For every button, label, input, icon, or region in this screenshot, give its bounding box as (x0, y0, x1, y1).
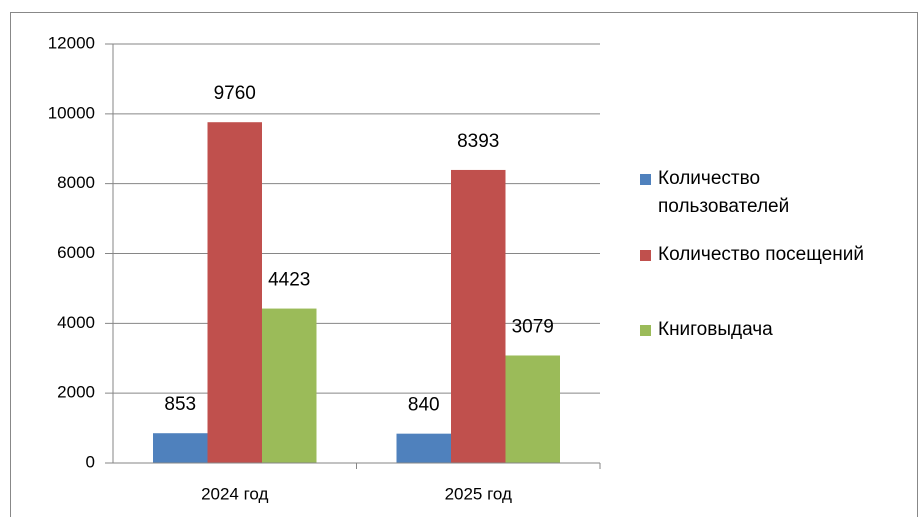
y-tick-label: 10000 (48, 103, 95, 122)
chart-border (10, 12, 918, 517)
x-tick-label: 2025 год (445, 484, 512, 503)
legend-swatch (640, 174, 651, 185)
data-label: 853 (164, 394, 196, 415)
data-label: 9760 (214, 83, 256, 104)
y-tick-label: 2000 (57, 383, 95, 402)
bar (396, 433, 451, 463)
data-label: 4423 (268, 270, 310, 291)
data-label: 3079 (512, 317, 554, 338)
legend-label: Количество посещений (658, 244, 864, 265)
bar (262, 308, 317, 463)
bar (505, 355, 560, 463)
data-label: 840 (408, 395, 440, 416)
legend-item: Книговыдача (640, 316, 893, 344)
legend-label: Книговыдача (658, 319, 773, 340)
y-tick-label: 0 (86, 452, 95, 471)
legend-label: Количество пользователей (658, 168, 790, 217)
bar (451, 169, 506, 464)
legend-item: Количество посещений (640, 241, 893, 269)
y-tick-label: 4000 (57, 313, 95, 332)
legend-swatch (640, 325, 651, 336)
y-tick-label: 8000 (57, 173, 95, 192)
x-tick-label: 2024 год (201, 484, 268, 503)
legend-item: Количество пользователей (640, 165, 893, 221)
y-tick-label: 6000 (57, 243, 95, 262)
y-tick-label: 12000 (48, 33, 95, 52)
data-label: 8393 (457, 131, 499, 152)
legend-swatch (640, 250, 651, 261)
bar (207, 122, 262, 464)
bar (153, 433, 208, 463)
